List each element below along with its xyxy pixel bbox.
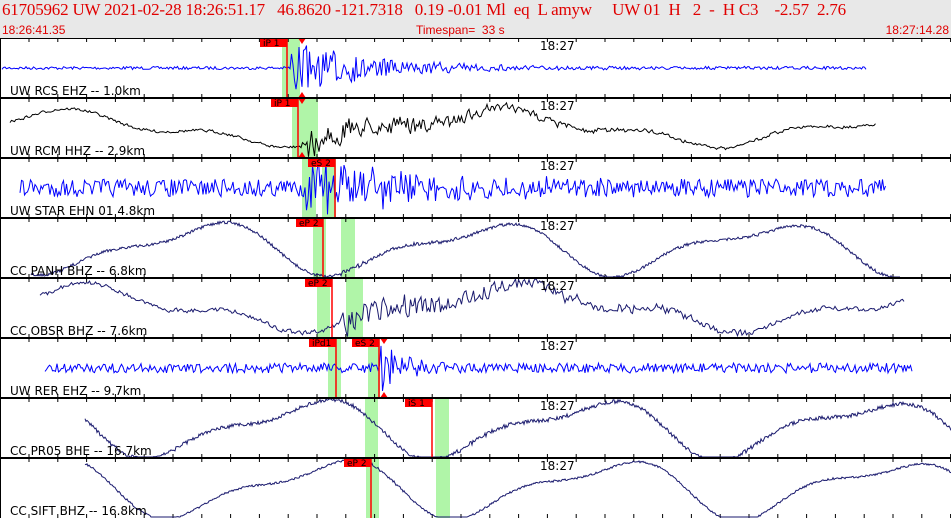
pick-label: eP 2 [299,219,319,229]
waveform-panel[interactable]: iP 1 18:27 UW RCS EHZ -- 1.0km iP 1 18:27 UW … [0,38,951,518]
pick-label: eP 2 [308,279,328,289]
minute-label: 18:27 [540,219,575,233]
phase-pick[interactable]: eS 2 [352,338,388,398]
seismogram [19,159,886,215]
end-time: 18:27:14.28 [885,23,949,37]
station-label: UW RER EHZ -- 9.7km [10,384,141,398]
minute-label: 18:27 [540,399,575,413]
trace-row[interactable]: iP 1 18:27 UW RCM HHZ -- 2.9km [0,97,951,158]
seismogram [84,397,951,458]
station-label: CC PANH BHZ -- 6.8km [10,264,147,278]
pick-label: iP 1 [263,39,280,49]
pick-window [328,338,341,398]
phase-pick[interactable]: iPd1 [309,338,337,398]
phase-pick[interactable]: eP 2 [344,458,372,518]
phase-pick[interactable]: eS 2 [308,158,336,218]
trace-row[interactable]: eP 2 18:27 CC PANH BHZ -- 6.8km [0,217,951,278]
event-summary: 61705962 UW 2021-02-28 18:26:51.17 46.86… [2,0,846,19]
trace-row[interactable]: eP 2 18:27 CC OBSR BHZ -- 7.6km [0,277,951,338]
phase-pick[interactable]: iP 1 [260,38,306,98]
minute-label: 18:27 [540,459,575,473]
triangle-marker-icon [380,392,388,398]
seismogram [84,458,951,518]
pick-label: eS 2 [311,159,331,169]
trace-row[interactable]: eP 2 18:27 CC SIFT BHZ -- 16.8km [0,457,951,518]
seismogram [30,220,900,278]
minute-label: 18:27 [540,339,575,353]
trace-row[interactable]: iP 1 18:27 UW RCS EHZ -- 1.0km [0,38,951,98]
pick-window [341,218,355,278]
station-label: UW RCS EHZ -- 1.0km [10,84,141,98]
station-label: UW STAR EHN 01 4.8km [10,204,155,218]
seismogram [39,277,905,338]
seismogram [1,45,867,90]
pick-label: eS 2 [355,339,375,349]
pick-window [366,458,379,518]
minute-label: 18:27 [540,99,575,113]
pick-label: eP 2 [347,459,367,469]
phase-pick[interactable]: iP 1 [271,98,306,158]
pick-label: iS 1 [408,399,425,409]
triangle-marker-icon [298,38,306,44]
pick-window [365,398,378,458]
station-label: CC OBSR BHZ -- 7.6km [10,324,147,338]
pick-window [436,458,450,518]
triangle-marker-icon [298,152,306,158]
phase-pick[interactable]: eP 2 [296,218,324,278]
trace-row[interactable]: iPd1 eS 2 18:27 UW RER EHZ -- 9.7km [0,337,951,398]
pick-label: iPd1 [312,339,331,349]
triangle-marker-icon [298,92,306,98]
seismogram [9,101,876,157]
seismogram [44,345,913,391]
start-time: 18:26:41.35 [2,23,66,37]
minute-label: 18:27 [540,39,575,53]
event-header: 61705962 UW 2021-02-28 18:26:51.17 46.86… [0,0,951,38]
pick-label: iP 1 [274,99,291,109]
station-label: CC PR05 BHE -- 16.7km [10,444,152,458]
trace-row[interactable]: iS 1 18:27 CC PR05 BHE -- 16.7km [0,397,951,458]
triangle-marker-icon [380,338,388,344]
station-label: UW RCM HHZ -- 2.9km [10,144,145,158]
triangle-marker-icon [298,98,306,104]
station-label: CC SIFT BHZ -- 16.8km [10,504,147,518]
phase-pick[interactable]: eP 2 [305,278,333,338]
timespan: Timespan= 33 s [416,23,505,37]
pick-window [317,278,330,338]
pick-window [368,338,380,398]
phase-pick[interactable]: iS 1 [405,398,433,458]
trace-row[interactable]: eS 2 18:27 UW STAR EHN 01 4.8km [0,157,951,218]
minute-label: 18:27 [540,159,575,173]
pick-window [435,398,449,458]
minute-label: 18:27 [540,279,575,293]
